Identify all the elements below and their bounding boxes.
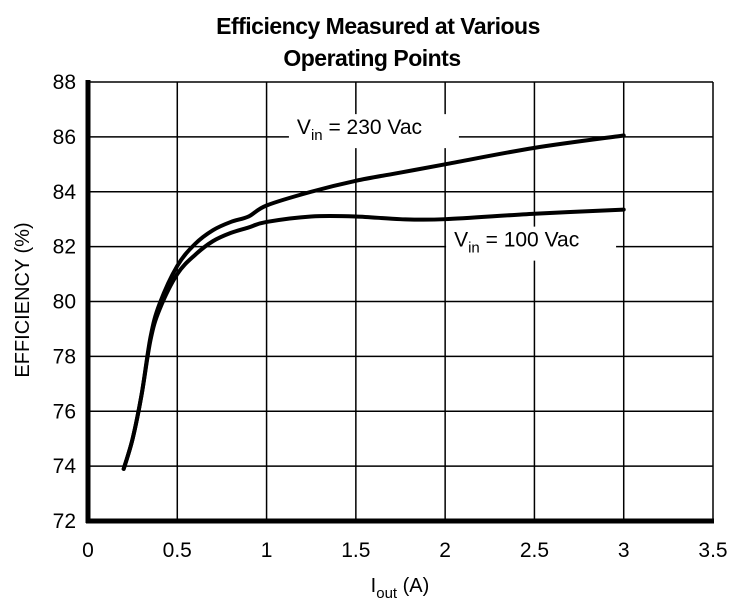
x-tick-label: 3 [618,539,630,562]
series-label-vin-100: Vin = 100 Vac [454,229,579,257]
y-tick-label: 86 [53,126,76,149]
y-tick-label: 80 [53,291,76,314]
y-tick-label: 78 [53,345,76,368]
y-tick-label: 74 [53,455,77,478]
x-tick-label: 3.5 [698,539,727,562]
chart-title-line-2: Operating Points [283,45,460,71]
x-tick-label: 2.5 [520,539,549,562]
chart-title-line-1: Efficiency Measured at Various [216,13,540,39]
x-axis-label: Iout (A) [371,575,430,602]
x-tick-label: 1.5 [341,539,370,562]
x-tick-label: 0 [82,539,94,562]
axes [85,80,714,524]
y-tick-label: 88 [53,71,76,94]
series-group [121,133,626,471]
x-tick-label: 1 [261,539,273,562]
tick-labels: 72 74 76 78 80 82 84 86 88 0 0.5 1 1.5 2 2.5 3 3.5 [53,71,728,562]
grid [87,81,714,522]
series-labels: Vin = 230 Vac Vin = 100 Vac [297,116,579,256]
series-label-vin-230: Vin = 230 Vac [297,116,422,144]
y-tick-label: 76 [53,400,76,423]
y-tick-label: 72 [53,510,76,533]
series-label-background [446,226,617,261]
series-label-background [288,114,459,149]
x-tick-label: 0.5 [163,539,192,562]
series-line-vin-100 [121,207,626,471]
y-tick-label: 84 [53,181,77,204]
y-tick-label: 82 [53,236,76,259]
x-tick-label: 2 [439,539,451,562]
y-axis-label: EFFICIENCY (%) [12,222,34,377]
